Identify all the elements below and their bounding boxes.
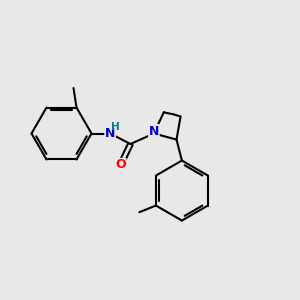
Text: N: N bbox=[105, 127, 115, 140]
Text: N: N bbox=[149, 124, 159, 138]
Text: O: O bbox=[115, 158, 126, 172]
Text: H: H bbox=[111, 122, 120, 132]
